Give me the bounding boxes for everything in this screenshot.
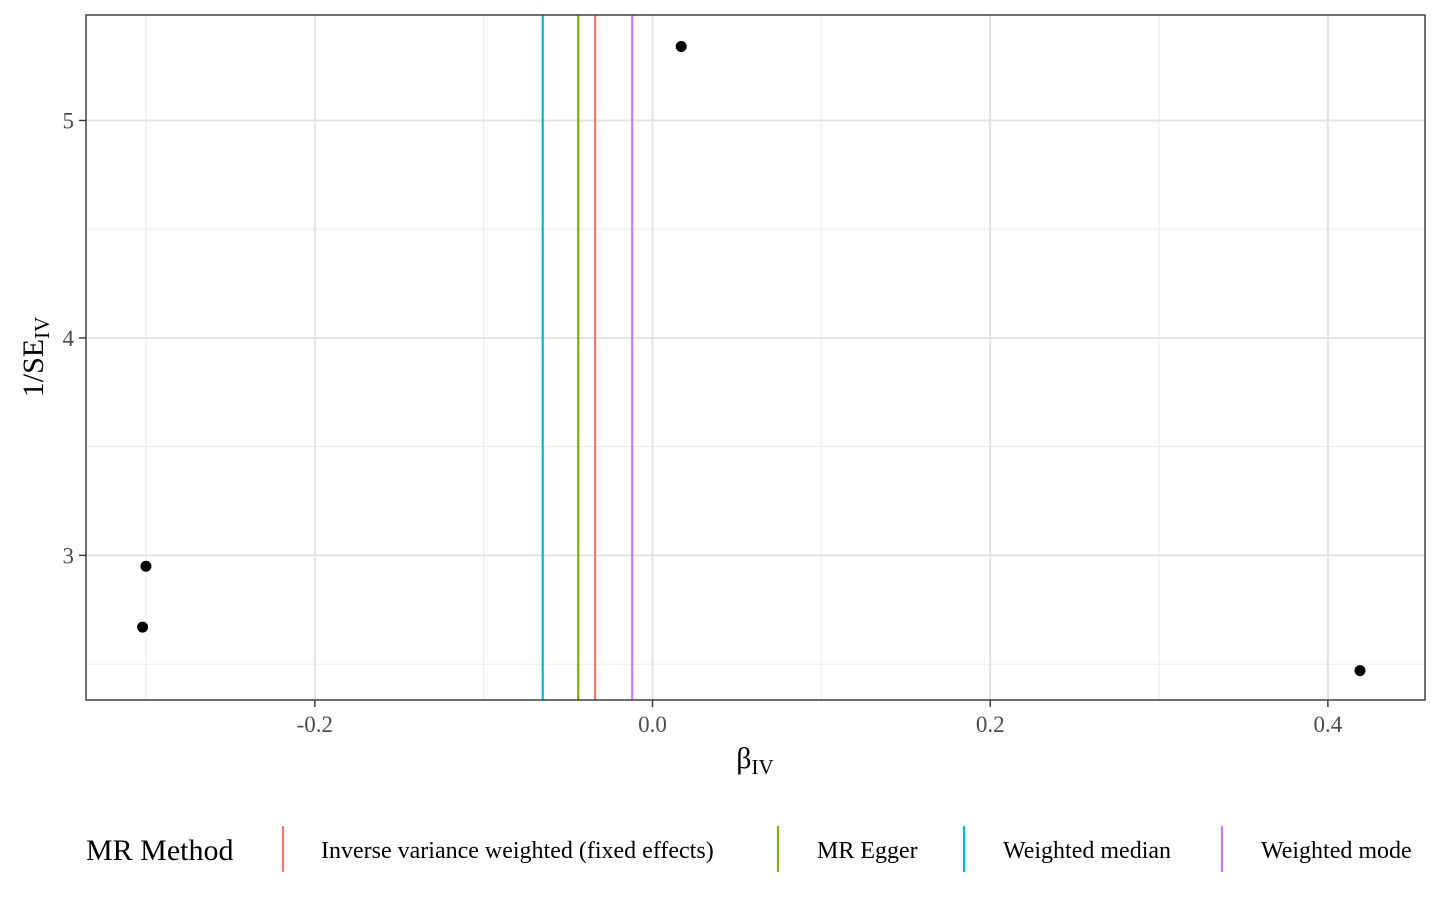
data-point [140, 560, 152, 572]
y-axis-title-main: 1/SE [17, 339, 50, 397]
x-tick-label: 0.2 [976, 712, 1005, 737]
x-axis-title-sub: IV [752, 755, 774, 779]
y-tick-label: 4 [63, 326, 75, 351]
y-axis-title-sub: IV [30, 317, 54, 339]
legend: MR Method Inverse variance weighted (fix… [86, 826, 1412, 872]
legend-item: Weighted mode [1220, 826, 1412, 872]
x-tick-label: -0.2 [297, 712, 333, 737]
x-axis-title: βIV [736, 742, 773, 779]
x-axis-title-main: β [736, 742, 751, 775]
x-tick-label: 0.0 [638, 712, 667, 737]
x-axis-ticks: -0.2 0.0 0.2 0.4 [297, 700, 1343, 737]
legend-label: Inverse variance weighted (fixed effects… [321, 838, 714, 864]
legend-title: MR Method [86, 834, 234, 867]
legend-label: MR Egger [817, 838, 918, 864]
y-tick-label: 3 [63, 543, 75, 568]
legend-items: Inverse variance weighted (fixed effects… [281, 826, 1412, 872]
data-point [675, 41, 687, 53]
y-axis-ticks: 3 4 5 [63, 108, 86, 568]
data-point [137, 621, 149, 633]
method-lines [541, 15, 634, 700]
x-tick-label: 0.4 [1314, 712, 1343, 737]
major-gridlines [86, 15, 1425, 700]
data-point [1354, 665, 1366, 677]
y-axis-title: 1/SEIV [17, 317, 54, 398]
legend-item: Weighted median [962, 826, 1171, 872]
legend-label: Weighted median [1003, 838, 1171, 864]
data-points [137, 41, 1366, 677]
legend-item: MR Egger [776, 826, 918, 872]
y-tick-label: 5 [63, 108, 75, 133]
legend-item: Inverse variance weighted (fixed effects… [281, 826, 714, 872]
minor-gridlines [86, 15, 1425, 700]
panel-border [85, 14, 1426, 701]
legend-label: Weighted mode [1261, 838, 1412, 864]
